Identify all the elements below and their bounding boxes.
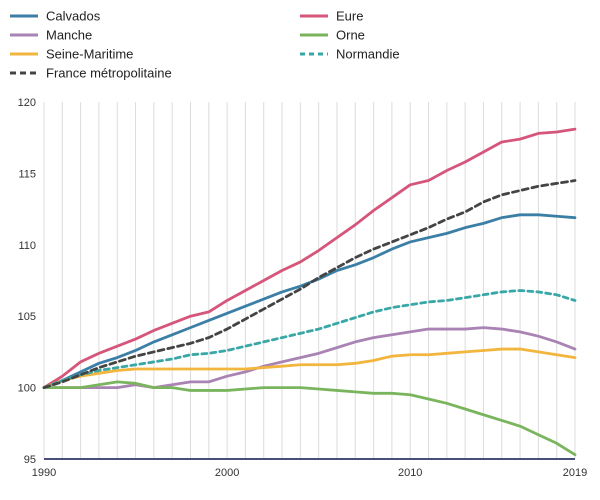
legend-label-seine-maritime: Seine-Maritime: [46, 47, 133, 62]
y-tick-label-100: 100: [18, 383, 36, 395]
y-tick-label-115: 115: [18, 168, 36, 180]
x-tick-label-2019: 2019: [563, 467, 587, 479]
legend-label-france-metropolitaine: France métropolitaine: [46, 66, 172, 81]
legend-label-orne: Orne: [336, 28, 365, 43]
series-line-seine-maritime: [42, 347, 577, 390]
legend-label-manche: Manche: [46, 28, 92, 43]
series-line-calvados: [42, 213, 577, 390]
y-tick-label-95: 95: [24, 454, 36, 466]
legend-item-orne[interactable]: Orne: [300, 28, 365, 43]
y-tick-label-120: 120: [18, 97, 36, 109]
legend-item-calvados[interactable]: Calvados: [10, 9, 101, 24]
series-line-france-metropolitaine: [42, 179, 577, 390]
legend-label-normandie: Normandie: [336, 47, 400, 62]
series-line-manche: [42, 326, 577, 390]
legend-label-eure: Eure: [336, 9, 363, 24]
legend-label-calvados: Calvados: [46, 9, 101, 24]
x-tick-label-1990: 1990: [32, 467, 56, 479]
series-group: [42, 127, 577, 457]
legend-item-eure[interactable]: Eure: [300, 9, 363, 24]
grid: [43, 102, 576, 459]
series-line-orne: [42, 380, 577, 457]
y-tick-label-105: 105: [18, 311, 36, 323]
legend-item-france-metropolitaine[interactable]: France métropolitaine: [10, 66, 172, 81]
x-tick-label-2000: 2000: [215, 467, 239, 479]
axes: 1990 2000 2010 2019 95 100 105 110 115 120: [18, 97, 588, 479]
legend-item-normandie[interactable]: Normandie: [300, 47, 400, 62]
y-tick-label-110: 110: [18, 240, 36, 252]
series-line-normandie: [42, 289, 577, 390]
series-line-eure: [42, 127, 577, 390]
legend: Calvados Eure Manche Orne Seine-Maritime Norm…: [10, 9, 400, 81]
x-tick-label-2010: 2010: [398, 467, 422, 479]
legend-item-seine-maritime[interactable]: Seine-Maritime: [10, 47, 133, 62]
legend-item-manche[interactable]: Manche: [10, 28, 92, 43]
